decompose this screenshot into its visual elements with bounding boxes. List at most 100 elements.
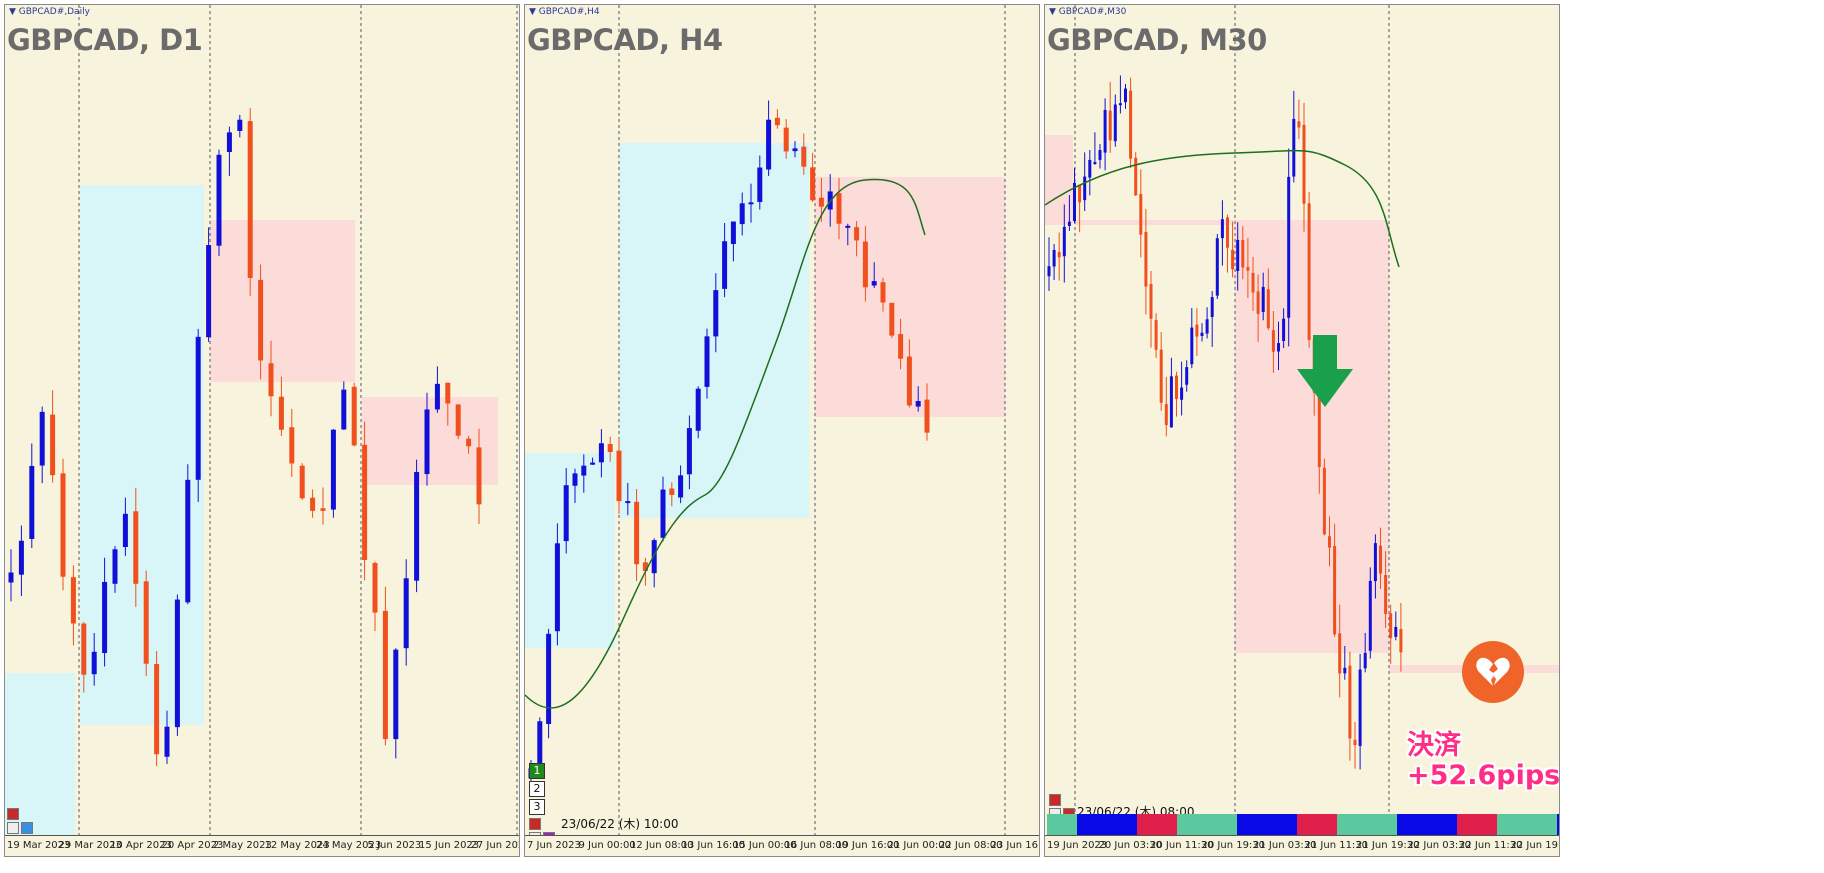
candle-body	[537, 721, 543, 768]
candle-body	[1236, 239, 1240, 272]
toolbar-button-1[interactable]: 1	[529, 763, 545, 779]
candle-body	[660, 489, 666, 538]
chart-panel-d1[interactable]: ▼ GBPCAD#,Daily GBPCAD, D1 19 Mar 2023 29…	[4, 4, 520, 857]
candle-body	[1333, 546, 1337, 635]
candle-body	[1078, 184, 1082, 203]
candle-body	[247, 121, 253, 279]
timestamp: 23/06/22 (木) 10:00	[561, 817, 679, 831]
candle-body	[1134, 157, 1138, 196]
candle-body	[563, 485, 569, 542]
minus-icon[interactable]	[7, 808, 19, 820]
candle-body	[8, 572, 14, 583]
candle-body	[112, 549, 118, 584]
candle-body	[330, 429, 336, 510]
candle-body	[906, 356, 912, 406]
date-label: 13 Jun 16:00	[681, 840, 746, 851]
candle-body	[669, 488, 675, 495]
price-chart-h4[interactable]	[525, 5, 1040, 838]
candle-body	[1282, 318, 1286, 341]
close-icon[interactable]	[7, 822, 19, 834]
session-segment	[1457, 814, 1497, 836]
candle-body	[39, 411, 45, 466]
candle-body	[278, 396, 284, 430]
supply-zone	[1075, 220, 1387, 225]
candle-body	[915, 401, 921, 407]
date-label: 7 Jun 2023	[527, 840, 581, 851]
candle-body	[1047, 266, 1051, 277]
date-label: 21 Jun 11:30	[1304, 840, 1369, 851]
toolbar-button-3[interactable]: 3	[529, 799, 545, 815]
settlement-pips: +52.6pips	[1407, 760, 1560, 791]
candle-body	[1067, 221, 1071, 226]
minus-icon[interactable]	[1049, 794, 1061, 806]
candle-body	[1103, 109, 1107, 153]
candle-body	[1348, 665, 1352, 739]
candle-body	[1379, 545, 1382, 574]
chart-title: GBPCAD, M30	[1047, 23, 1267, 57]
candle-body	[414, 472, 420, 581]
candle-body	[1164, 404, 1168, 426]
candle-body	[1338, 633, 1342, 674]
session-segment	[1177, 814, 1237, 836]
candle-body	[393, 649, 399, 740]
candle-body	[1261, 286, 1265, 312]
candle-body	[1251, 272, 1255, 293]
toolbar-button-2[interactable]: 2	[529, 781, 545, 797]
date-axis: 19 Mar 2023 29 Mar 2023 10 Apr 2023 20 Apr …	[5, 835, 519, 856]
demand-zone	[525, 453, 615, 648]
date-axis: 19 Jun 2023 20 Jun 03:30 20 Jun 11:30 20 Ju…	[1045, 835, 1559, 856]
candle-body	[554, 543, 560, 632]
price-chart-d1[interactable]	[5, 5, 520, 838]
candle-body	[206, 245, 212, 338]
candle-body	[341, 389, 347, 430]
candle-body	[581, 465, 587, 476]
candle-body	[237, 119, 243, 131]
candle-body	[1358, 669, 1362, 746]
candle-body	[1399, 628, 1403, 653]
candle-body	[476, 447, 482, 505]
date-label: 20 Apr 2023	[161, 840, 224, 851]
candle-body	[1139, 194, 1143, 235]
candle-body	[1083, 176, 1087, 201]
candle-body	[598, 443, 604, 463]
candle-body	[1266, 289, 1270, 329]
candle-body	[185, 479, 191, 603]
candle-body	[1098, 150, 1102, 160]
candle-body	[1149, 283, 1153, 319]
settings-icon[interactable]	[21, 822, 33, 834]
candle-body	[898, 334, 904, 359]
chart-symbol-tag: ▼ GBPCAD#,H4	[529, 7, 600, 17]
candle-body	[1210, 297, 1214, 317]
chart-panel-m30[interactable]: ▼ GBPCAD#,M30 GBPCAD, M30 決済 +52.6pips 2…	[1044, 4, 1560, 857]
candle-body	[1073, 182, 1076, 222]
session-segment	[1047, 814, 1077, 836]
candle-body	[1220, 219, 1224, 239]
chart-title: GBPCAD, D1	[7, 23, 203, 57]
session-segment	[1497, 814, 1557, 836]
candle-body	[818, 197, 824, 207]
candle-body	[1195, 324, 1199, 337]
settlement-label: 決済 +52.6pips	[1407, 731, 1560, 791]
candle-body	[1169, 376, 1173, 428]
candle-body	[695, 388, 701, 431]
candle-body	[226, 132, 232, 152]
chart-panel-h4[interactable]: ▼ GBPCAD#,H4 GBPCAD, H4 1 2 3 23/06/22 (…	[524, 4, 1040, 857]
candle-body	[880, 282, 886, 303]
candle-body	[871, 281, 877, 286]
date-label: 22 Jun 19:30	[1510, 840, 1560, 851]
minus-icon[interactable]	[529, 818, 541, 830]
candle-body	[1292, 118, 1296, 177]
candle-body	[634, 501, 640, 565]
candle-body	[1185, 367, 1189, 385]
broken-heart-icon	[1462, 641, 1524, 703]
candle-body	[102, 581, 108, 654]
candle-body	[1384, 575, 1388, 615]
moving-average-line	[525, 178, 926, 709]
candle-body	[1108, 110, 1112, 141]
price-chart-m30[interactable]	[1045, 5, 1560, 838]
candle-body	[774, 117, 780, 126]
grid	[1074, 5, 1390, 838]
candle-body	[382, 610, 388, 740]
candles	[528, 100, 930, 795]
session-segment	[1557, 814, 1559, 836]
